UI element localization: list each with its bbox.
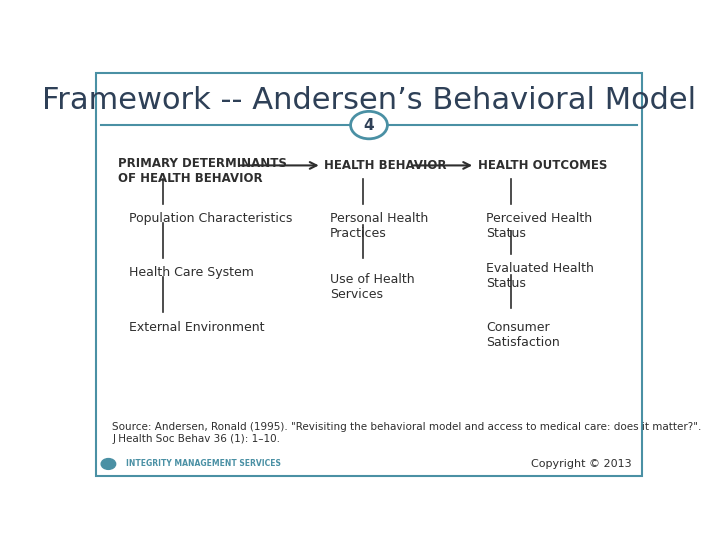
Text: HEALTH OUTCOMES: HEALTH OUTCOMES [478, 159, 607, 172]
Text: 4: 4 [364, 118, 374, 133]
Text: PRIMARY DETERMINANTS
OF HEALTH BEHAVIOR: PRIMARY DETERMINANTS OF HEALTH BEHAVIOR [118, 157, 287, 185]
Text: Personal Health
Practices: Personal Health Practices [330, 212, 428, 240]
Circle shape [351, 111, 387, 139]
Text: Perceived Health
Status: Perceived Health Status [486, 212, 593, 240]
Text: Population Characteristics: Population Characteristics [129, 212, 292, 225]
Text: Framework -- Andersen’s Behavioral Model: Framework -- Andersen’s Behavioral Model [42, 86, 696, 114]
Text: Evaluated Health
Status: Evaluated Health Status [486, 262, 594, 291]
Text: INTEGRITY MANAGEMENT SERVICES: INTEGRITY MANAGEMENT SERVICES [126, 460, 281, 469]
Text: Copyright © 2013: Copyright © 2013 [531, 459, 631, 469]
Circle shape [101, 458, 116, 469]
Text: Use of Health
Services: Use of Health Services [330, 273, 415, 301]
FancyBboxPatch shape [96, 73, 642, 476]
Text: External Environment: External Environment [129, 321, 264, 334]
Text: Source: Andersen, Ronald (1995). "Revisiting the behavioral model and access to : Source: Andersen, Ronald (1995). "Revisi… [112, 422, 702, 443]
Text: Health Care System: Health Care System [129, 266, 254, 280]
Text: Consumer
Satisfaction: Consumer Satisfaction [486, 321, 560, 348]
Text: HEALTH BEHAVIOR: HEALTH BEHAVIOR [324, 159, 447, 172]
